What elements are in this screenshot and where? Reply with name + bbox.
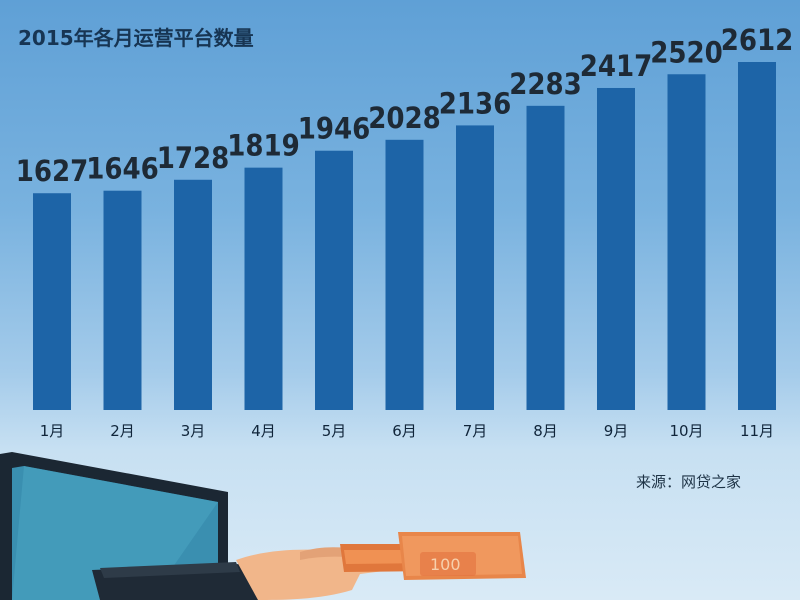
bar-7月 [456,125,494,411]
value-label: 2136 [439,86,512,120]
value-label: 1819 [227,129,300,163]
bar-9月 [597,87,635,410]
bar-3月 [174,179,212,410]
bar-8月 [526,105,565,411]
category-label: 3月 [181,422,206,440]
bar-6月 [385,139,424,410]
bar-10月 [667,74,706,411]
source-note: 来源：网贷之家 [636,473,742,491]
value-label: 2283 [509,67,582,101]
bar-chart: 1627 1月 1646 2月 1728 3月 1819 4月 1946 5月 2028 6月 2136… [16,23,794,440]
bar-5月 [315,150,353,411]
value-label: 1627 [16,154,89,188]
category-label: 2月 [110,422,135,440]
category-label: 8月 [533,422,558,440]
value-label: 1728 [157,141,230,175]
value-label: 1646 [86,152,159,186]
value-label: 1946 [298,112,371,146]
bar-2月 [103,190,142,410]
bar-1月 [33,193,71,410]
bar-11月 [738,62,776,410]
category-label: 6月 [392,422,417,440]
laptop-hand-illustration: 100 [0,452,526,600]
value-label: 2028 [368,101,441,135]
category-label: 5月 [322,422,347,440]
category-label: 10月 [669,422,703,440]
banknote-icon: 100 [340,532,526,580]
category-label: 7月 [463,422,488,440]
category-label: 1月 [40,422,65,440]
value-label: 2417 [580,49,653,83]
category-label: 4月 [251,422,276,440]
category-label: 11月 [740,422,774,440]
category-label: 9月 [604,422,629,440]
value-label: 2520 [650,35,723,69]
banknote-denomination: 100 [430,555,461,574]
bar-4月 [244,167,283,410]
chart-title: 2015年各月运营平台数量 [18,26,254,50]
value-label: 2612 [721,23,794,57]
